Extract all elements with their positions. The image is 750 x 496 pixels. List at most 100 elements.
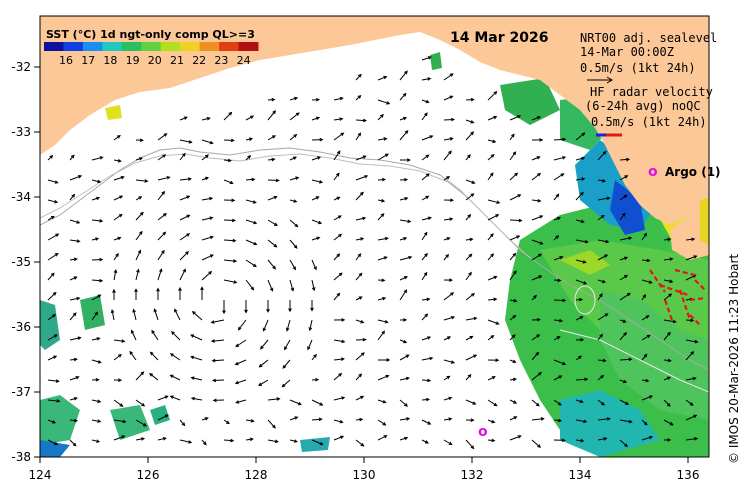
current-arrow <box>311 117 320 121</box>
current-arrow-head <box>643 353 648 358</box>
current-arrow-head <box>690 318 695 323</box>
current-arrow <box>223 112 232 121</box>
current-arrow <box>311 196 319 201</box>
current-arrow-head <box>495 358 500 362</box>
current-arrow <box>487 335 494 341</box>
current-arrow <box>170 374 181 381</box>
current-arrow-head <box>94 311 99 316</box>
y-tick-label: -35 <box>11 255 31 269</box>
current-arrow <box>421 379 431 382</box>
current-arrow-head <box>190 355 195 360</box>
current-arrow <box>69 297 80 301</box>
current-arrow <box>259 359 269 368</box>
current-arrow <box>179 178 191 181</box>
current-arrow-head <box>386 358 391 362</box>
current-arrow <box>597 239 609 243</box>
current-arrow-head <box>338 233 343 238</box>
current-arrow-head <box>358 373 363 378</box>
current-arrow <box>157 250 165 261</box>
current-arrow-head <box>247 155 252 159</box>
current-arrow-head <box>341 339 346 344</box>
current-arrow-head <box>119 195 124 199</box>
current-arrow-head <box>449 95 454 99</box>
current-arrow <box>399 197 408 201</box>
current-arrow-head <box>138 196 143 200</box>
current-arrow-head <box>648 395 654 399</box>
current-arrow-head <box>190 334 195 338</box>
current-arrow <box>69 312 77 321</box>
current-arrow-head <box>492 139 497 144</box>
current-arrow-head <box>537 444 542 448</box>
current-arrow-head <box>163 213 167 217</box>
current-arrow-head <box>539 241 544 245</box>
current-arrow-head <box>601 178 607 183</box>
current-arrow-head <box>448 441 453 446</box>
current-arrow-head <box>625 401 630 405</box>
current-arrow-head <box>602 150 607 155</box>
argo-symbol: o <box>648 164 658 180</box>
current-arrow <box>487 91 497 101</box>
current-arrow-head <box>383 256 388 260</box>
current-arrow-head <box>50 215 55 220</box>
current-arrow <box>157 269 162 281</box>
current-arrow-head <box>162 154 167 158</box>
current-arrow-head <box>623 331 627 336</box>
current-arrow <box>487 399 497 407</box>
current-arrow-head <box>558 418 563 423</box>
current-arrow <box>487 172 494 181</box>
current-arrow-head <box>113 269 118 274</box>
argo-marker-1[interactable]: o <box>648 164 658 180</box>
current-arrow-head <box>55 233 60 237</box>
current-arrow-head <box>537 172 542 177</box>
current-arrow-head <box>253 241 258 246</box>
current-arrow-head <box>517 115 522 119</box>
current-arrow <box>421 357 433 361</box>
current-arrow-head <box>495 214 500 218</box>
current-arrow-head <box>252 200 257 204</box>
current-arrow <box>575 239 588 243</box>
current-arrow-head <box>137 249 142 254</box>
current-arrow <box>333 339 345 343</box>
current-arrow <box>575 399 583 403</box>
current-arrow-head <box>362 118 368 123</box>
current-arrow-head <box>73 357 78 362</box>
current-arrow <box>465 354 477 361</box>
current-arrow-head <box>73 276 78 280</box>
current-arrow <box>135 438 145 441</box>
current-arrow <box>421 78 431 81</box>
current-arrow-head <box>318 180 324 184</box>
current-arrow-head <box>53 355 58 359</box>
current-arrow <box>443 336 451 341</box>
current-arrow-head <box>425 99 430 104</box>
current-arrow <box>487 298 497 301</box>
current-arrow <box>113 176 124 181</box>
current-arrow <box>355 319 364 323</box>
current-arrow-head <box>540 417 545 421</box>
current-arrow <box>282 359 291 369</box>
current-arrow-head <box>171 331 175 335</box>
current-arrow-head <box>231 198 236 203</box>
current-arrow-head <box>581 156 586 161</box>
current-arrow <box>597 197 610 201</box>
current-arrow-head <box>162 437 167 441</box>
current-arrow-head <box>211 358 216 363</box>
current-arrow <box>487 419 495 423</box>
current-arrow <box>509 194 521 201</box>
argo-label: Argo (1) <box>665 165 721 179</box>
current-arrow <box>289 112 300 121</box>
argo-marker-2[interactable]: o <box>478 424 488 440</box>
current-arrow <box>311 279 315 291</box>
current-arrow-head <box>315 97 321 102</box>
current-arrow <box>421 195 429 201</box>
current-arrow <box>685 319 694 321</box>
current-arrow-head <box>425 195 430 200</box>
current-arrow-head <box>272 265 277 270</box>
current-arrow-head <box>403 237 408 241</box>
current-arrow <box>157 231 166 241</box>
current-arrow-head <box>248 137 254 141</box>
current-arrow-head <box>626 292 631 297</box>
current-arrow-head <box>470 418 475 422</box>
current-arrow-head <box>493 275 498 280</box>
current-arrow-head <box>424 313 429 318</box>
